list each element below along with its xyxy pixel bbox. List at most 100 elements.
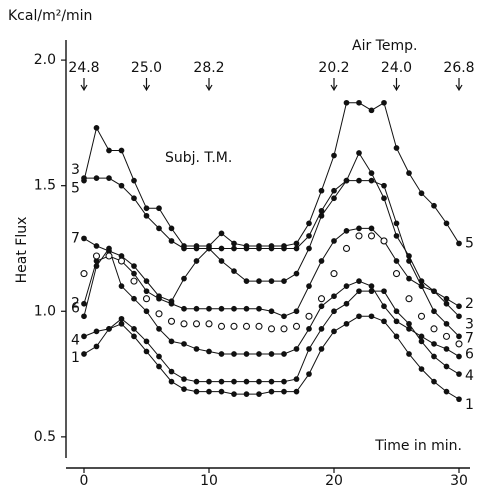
data-point	[155, 310, 163, 318]
series-label-right: 6	[465, 346, 474, 362]
data-point	[293, 346, 300, 352]
data-point	[342, 244, 351, 253]
data-point	[318, 258, 325, 264]
y-axis-title: Heat Flux	[14, 217, 30, 284]
data-point	[306, 245, 312, 252]
data-point	[181, 243, 187, 249]
series-line	[83, 247, 460, 357]
air-temp-label: 24.8	[68, 60, 99, 76]
data-point	[156, 325, 162, 332]
data-point	[356, 288, 362, 295]
data-point	[130, 277, 138, 285]
data-point	[292, 322, 301, 330]
data-point	[193, 305, 200, 312]
data-point	[368, 177, 375, 184]
data-point	[317, 295, 326, 303]
data-point	[393, 333, 400, 340]
x-tick-label: 10	[200, 473, 218, 487]
air-temp-title: Air Temp.	[352, 38, 417, 54]
data-point	[256, 305, 262, 312]
data-point	[217, 322, 226, 330]
data-point	[268, 388, 275, 395]
data-point	[381, 318, 387, 325]
data-point	[268, 278, 275, 284]
data-point	[293, 376, 300, 382]
data-point	[367, 232, 376, 240]
data-point	[443, 363, 450, 370]
series-label-left: 4	[71, 332, 80, 348]
series-label-left: 1	[71, 350, 80, 366]
data-point	[131, 295, 137, 302]
data-point	[168, 238, 175, 244]
data-point	[93, 243, 100, 249]
data-point	[143, 338, 150, 345]
air-temp-arrow	[455, 78, 463, 92]
data-point	[368, 170, 375, 176]
data-point	[256, 351, 262, 357]
series-label: Subj. T.M.	[165, 150, 232, 166]
data-point	[318, 325, 325, 332]
data-point	[180, 320, 188, 328]
data-point	[168, 298, 175, 305]
data-point	[231, 351, 237, 357]
data-point	[443, 295, 450, 302]
data-point	[156, 225, 162, 232]
data-point	[81, 333, 87, 340]
series-label-right: 4	[465, 368, 474, 384]
data-point	[243, 243, 250, 249]
y-unit: Kcal/m²/min	[8, 8, 92, 24]
data-point	[418, 366, 425, 372]
data-point	[418, 190, 425, 197]
data-point	[281, 243, 287, 249]
data-point	[218, 388, 225, 395]
data-point	[156, 363, 162, 370]
data-point	[306, 346, 312, 352]
data-point	[443, 320, 450, 327]
series-label-right: 5	[465, 235, 474, 251]
data-point	[293, 388, 300, 395]
data-point	[431, 353, 437, 360]
data-point	[106, 325, 112, 332]
data-point	[81, 351, 87, 357]
data-point	[143, 308, 150, 315]
data-point	[218, 245, 225, 252]
data-point	[406, 351, 412, 357]
data-point	[243, 391, 250, 398]
data-point	[331, 293, 337, 300]
data-point	[230, 322, 238, 330]
data-point	[168, 378, 175, 385]
data-point	[406, 170, 412, 176]
data-point	[243, 305, 250, 312]
series-label-left: 3	[71, 162, 80, 178]
data-point	[380, 237, 388, 245]
data-point	[181, 376, 187, 382]
data-point	[293, 245, 300, 252]
data-point	[306, 220, 312, 227]
series-label-right: 3	[465, 316, 474, 332]
data-point	[92, 252, 101, 260]
air-temp-arrow	[142, 78, 151, 92]
data-point	[93, 343, 100, 350]
data-point	[156, 205, 162, 212]
data-point	[80, 270, 88, 278]
data-point	[231, 378, 237, 385]
data-point	[318, 187, 325, 194]
series-label-left: 5	[71, 181, 80, 197]
data-point	[406, 258, 412, 264]
data-point	[81, 177, 87, 184]
data-point	[431, 288, 437, 295]
data-point	[356, 99, 362, 106]
data-point	[368, 313, 375, 320]
data-point	[431, 341, 437, 347]
data-point	[193, 258, 200, 264]
air-temp-label: 25.0	[131, 60, 162, 76]
data-point	[206, 348, 212, 355]
data-point	[256, 378, 262, 385]
data-point	[206, 305, 212, 312]
air-temp-arrow	[392, 78, 401, 92]
data-point	[442, 332, 451, 340]
data-point	[343, 177, 350, 184]
series-label-right: 1	[465, 397, 474, 413]
data-point	[243, 378, 250, 385]
